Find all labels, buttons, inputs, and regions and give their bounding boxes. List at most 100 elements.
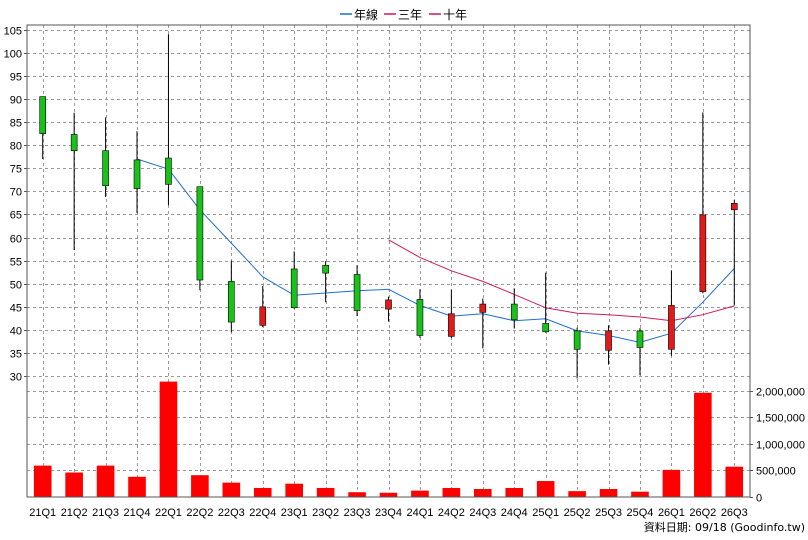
category-tick-label: 23Q2 <box>312 507 339 519</box>
category-tick-label: 25Q1 <box>532 507 559 519</box>
volume-axis: 0 500,000 1,000,000 1,500,000 2,000,000 <box>750 387 805 505</box>
category-tick-label: 26Q3 <box>721 507 748 519</box>
candle-body <box>605 330 612 351</box>
category-tick-label: 22Q2 <box>186 507 213 519</box>
volume-bar <box>505 487 524 497</box>
candle-body <box>196 186 204 281</box>
category-tick-label: 24Q2 <box>438 507 465 519</box>
category-tick-label: 24Q1 <box>406 507 433 519</box>
volume-bar <box>33 465 52 497</box>
category-tick-label: 21Q4 <box>124 507 151 519</box>
volume-bar <box>599 489 618 497</box>
candle-body <box>133 159 141 189</box>
candle-body <box>165 157 172 185</box>
candle-body <box>353 274 361 311</box>
volume-bar <box>568 491 586 497</box>
legend-label-ten-year: 十年 <box>443 8 467 22</box>
candle-body <box>573 330 581 350</box>
price-tick-label: 95 <box>10 72 22 84</box>
price-tick-label: 45 <box>10 303 22 315</box>
volume-bar <box>316 487 335 497</box>
price-tick-label: 105 <box>4 26 22 38</box>
volume-bar <box>65 472 83 497</box>
volume-bar <box>662 469 681 497</box>
legend: 年線 三年 十年 <box>340 7 467 22</box>
year-line-series <box>136 158 735 343</box>
footer-data-date: 資料日期: 09/18 (Goodinfo.tw) <box>644 520 805 534</box>
volume-gridlines <box>27 391 750 471</box>
price-tick-label: 70 <box>10 187 22 199</box>
price-tick-label: 40 <box>10 326 22 338</box>
volume-tick-label: 500,000 <box>756 466 796 478</box>
price-tick-label: 60 <box>10 234 22 246</box>
category-tick-label: 26Q1 <box>658 507 685 519</box>
legend-label-three-year: 三年 <box>398 8 422 22</box>
volume-bar <box>159 381 178 497</box>
candle-body <box>448 313 455 337</box>
candle-body <box>542 323 549 333</box>
category-tick-label: 23Q3 <box>344 507 371 519</box>
category-tick-label: 23Q4 <box>375 507 402 519</box>
category-tick-label: 22Q3 <box>218 507 245 519</box>
volume-bar <box>191 475 209 497</box>
price-tick-label: 90 <box>10 95 22 107</box>
candle-body <box>668 305 675 350</box>
volume-bars <box>33 381 744 497</box>
volume-tick-label: 2,000,000 <box>756 387 805 399</box>
candle-body <box>416 299 424 336</box>
price-tick-label: 75 <box>10 164 22 176</box>
candle-body <box>479 303 487 313</box>
category-tick-label: 21Q3 <box>92 507 119 519</box>
candle-body <box>385 299 392 310</box>
price-tick-label: 30 <box>10 372 22 384</box>
category-tick-label: 21Q1 <box>29 507 56 519</box>
candle-body <box>102 150 109 187</box>
price-tick-label: 65 <box>10 210 22 222</box>
moving-average-lines <box>136 158 735 343</box>
volume-bar <box>222 482 241 497</box>
volume-bar <box>96 465 115 497</box>
category-tick-label: 23Q1 <box>281 507 308 519</box>
category-tick-label: 25Q2 <box>564 507 591 519</box>
category-tick-label: 22Q4 <box>249 507 276 519</box>
price-tick-label: 85 <box>10 118 22 130</box>
candle-body <box>636 330 644 348</box>
price-tick-label: 80 <box>10 141 22 153</box>
category-tick-label: 26Q2 <box>689 507 716 519</box>
volume-tick-label: 1,500,000 <box>756 413 805 425</box>
candle-body <box>510 303 518 321</box>
candle-body <box>70 134 78 151</box>
volume-tick-label: 1,000,000 <box>756 440 805 452</box>
candlesticks <box>39 34 738 379</box>
three-year-line-series <box>388 239 735 322</box>
category-tick-label: 25Q4 <box>627 507 654 519</box>
candle-body <box>228 281 235 323</box>
price-gridlines <box>27 30 750 377</box>
candle-body <box>39 96 47 134</box>
price-tick-label: 100 <box>4 49 22 61</box>
volume-bar <box>379 492 398 497</box>
volume-bar <box>474 489 492 497</box>
price-axis: 30 35 40 45 50 55 60 65 70 75 80 85 90 95 100 105 <box>4 26 27 384</box>
category-tick-label: 24Q3 <box>469 507 496 519</box>
price-tick-label: 50 <box>10 280 22 292</box>
candle-body <box>730 203 738 211</box>
candle-body <box>259 306 267 326</box>
category-tick-label: 24Q4 <box>501 507 528 519</box>
candle-body <box>322 264 329 274</box>
category-tick-label: 25Q3 <box>595 507 622 519</box>
volume-bar <box>411 490 429 497</box>
candle-body <box>699 214 707 292</box>
volume-bar <box>285 483 303 497</box>
price-tick-label: 55 <box>10 257 22 269</box>
volume-bar <box>128 476 146 497</box>
candle-body <box>290 268 298 309</box>
volume-bar <box>694 392 712 497</box>
volume-bar <box>442 487 461 497</box>
category-axis: 21Q1 21Q2 21Q3 21Q4 22Q1 22Q2 22Q3 22Q4 23Q1 23Q2… <box>29 507 747 519</box>
volume-bar <box>348 492 366 497</box>
legend-label-year-line: 年線 <box>354 7 378 22</box>
volume-bar <box>536 481 555 497</box>
